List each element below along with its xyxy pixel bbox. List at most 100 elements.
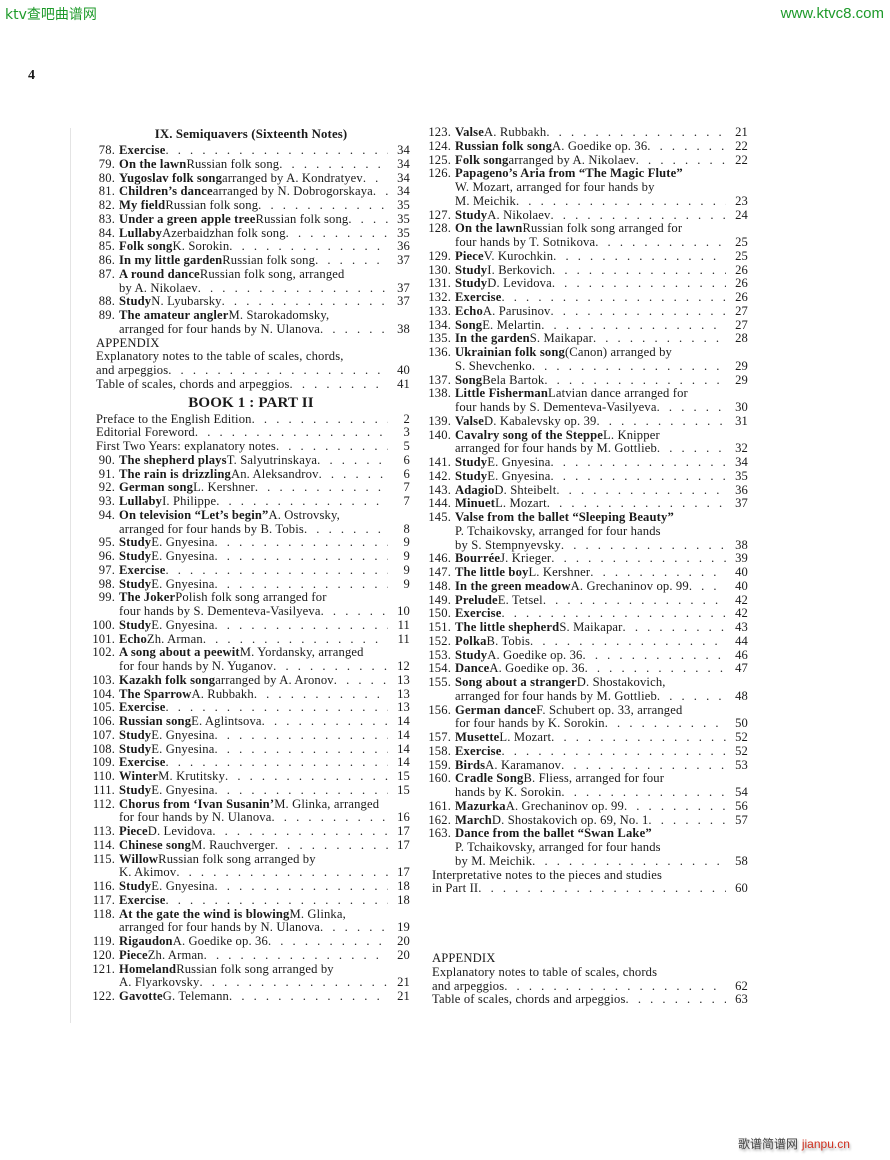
dot-leader — [624, 800, 726, 814]
entry-detail: four hands by S. Dementeva-Vasilyeva — [455, 401, 657, 414]
entry-detail: I. Philippe — [162, 495, 217, 508]
indent — [428, 786, 455, 800]
entry-title: Song — [455, 373, 483, 387]
page-ref: 5 — [403, 440, 410, 453]
entry-number: 89. — [98, 309, 115, 322]
page-ref: 34 — [397, 144, 410, 157]
entry-title: Rigaudon — [119, 935, 173, 948]
toc-entry: 145. Valse from the ballet “Sleeping Beau… — [428, 511, 748, 552]
page-ref: 35 — [397, 212, 410, 226]
toc-continuation-line: by S. Stempnyevsky 38 — [428, 539, 748, 553]
page-ref: 52 — [735, 731, 748, 744]
entry-number: 152. — [428, 634, 451, 648]
toc-line: 161. Mazurka A. Grechaninov op. 99 56 — [428, 800, 748, 814]
entry-number: 116. — [92, 880, 115, 893]
dot-leader — [530, 635, 726, 649]
entry-number: 140. — [428, 428, 451, 442]
toc-continuation-line: four hands by S. Dementeva-Vasilyeva 10 — [92, 605, 410, 619]
page-ref: 57 — [735, 813, 748, 827]
toc-line: 145. Valse from the ballet “Sleeping Beau… — [428, 511, 748, 525]
entry-detail: E. Aglintsova — [191, 715, 262, 728]
entry-title: Lullaby — [119, 495, 163, 508]
entry-detail: K. Akimov — [119, 866, 177, 880]
entry-detail: Zh. Arman — [146, 632, 203, 646]
entry-number: 143. — [428, 483, 451, 497]
entry-detail: V. Kurochkin — [483, 249, 554, 263]
entry-number: 120. — [92, 948, 115, 962]
toc-entry: 80. Yugoslav folk song arranged by A. Kon… — [92, 172, 410, 186]
entry-detail: D. Shteibelt — [494, 483, 557, 497]
page-ref: 63 — [735, 993, 748, 1007]
entry-title: Exercise — [455, 744, 502, 758]
toc-entry: 144. Minuet L. Mozart 37 — [428, 497, 748, 511]
indent — [428, 690, 455, 704]
dot-leader — [176, 866, 388, 880]
page-ref: 26 — [735, 291, 748, 304]
toc-continuation-line: for four hands by N. Ulanova 16 — [92, 811, 410, 825]
dot-leader — [532, 855, 726, 869]
page-ref: 14 — [397, 715, 410, 728]
entry-title: Study — [119, 880, 152, 893]
entry-detail: E. Gnyesina — [151, 742, 215, 756]
dot-leader — [279, 158, 388, 172]
page-ref: 42 — [735, 593, 748, 607]
entry-detail: E. Gnyesina — [151, 783, 215, 797]
entry-detail: A. Flyarkovsky — [119, 976, 200, 990]
toc-line: 99. The Joker Polish folk song arranged f… — [92, 591, 410, 605]
entry-title: Study — [455, 277, 488, 291]
toc-entry: 112. Chorus from ‘Ivan Susanin’ M. Glinka… — [92, 798, 410, 826]
entry-detail: P. Tchaikovsky, arranged for four hands — [455, 524, 661, 538]
toc-line: Table of scales, chords and arpeggios 41 — [92, 378, 410, 392]
entry-detail: D. Levidova — [487, 277, 552, 291]
toc-text: Table of scales, chords and arpeggios — [96, 377, 290, 391]
dot-leader — [547, 497, 726, 511]
toc-line: 90. The shepherd plays T. Salyutrinskaya 6 — [92, 454, 410, 468]
toc-plain-item: Interpretative notes to the pieces and s… — [428, 869, 748, 897]
toc-entry: 140. Cavalry song of the Steppe L. Knippe… — [428, 429, 748, 457]
entry-title: The little boy — [455, 566, 529, 579]
toc-plain-item: APPENDIX — [428, 952, 748, 966]
toc-entry: 83. Under a green apple tree Russian folk… — [92, 213, 410, 227]
dot-leader — [319, 468, 388, 482]
entry-title: Lullaby — [119, 226, 163, 240]
entry-number: 83. — [98, 212, 115, 226]
entry-title: Dance from the ballet “Swan Lake” — [455, 827, 652, 841]
entry-title: Homeland — [119, 962, 177, 976]
entry-detail: arranged by A. Nikolaev — [508, 153, 636, 167]
watermark-bottom-right: 歌谱简谱网 jianpu.cn — [738, 1135, 850, 1152]
page-ref: 9 — [403, 577, 410, 591]
toc-line: 109. Exercise 14 — [92, 756, 410, 770]
toc-text: Explanatory notes to table of scales, ch… — [432, 965, 658, 979]
dot-leader — [255, 481, 388, 495]
entry-title: Folk song — [119, 240, 173, 254]
dot-leader — [165, 564, 388, 578]
entry-title: Exercise — [119, 144, 166, 157]
entry-detail: for four hands by N. Ulanova — [119, 811, 272, 825]
dot-leader — [550, 209, 726, 223]
indent — [92, 866, 119, 880]
entry-detail: for four hands by K. Sorokin — [455, 717, 605, 731]
indent — [92, 976, 119, 990]
entry-title: In my little garden — [119, 254, 223, 267]
entry-number: 127. — [428, 208, 451, 222]
toc-line: 125. Folk song arranged by A. Nikolaev 22 — [428, 154, 748, 168]
entry-number: 132. — [428, 291, 451, 304]
entry-title: German song — [119, 481, 194, 495]
entry-title: Adagio — [455, 483, 495, 497]
entry-number: 137. — [428, 373, 451, 387]
toc-entry: 102. A song about a peewit M. Yordansky, … — [92, 646, 410, 674]
toc-entry: 109. Exercise 14 — [92, 756, 410, 770]
page-ref: 40 — [735, 579, 748, 593]
entry-number: 86. — [98, 254, 115, 267]
toc-text: Preface to the English Edition — [96, 412, 252, 426]
entry-detail: A. Grechaninov op. 99 — [570, 579, 689, 593]
dot-leader — [290, 378, 388, 392]
toc-entry: 159. Birds A. Karamanov 53 — [428, 759, 748, 773]
toc-entry: 149. Prelude E. Tetsel 42 — [428, 594, 748, 608]
entry-detail: Russian folk song — [165, 199, 259, 212]
entry-detail: W. Mozart, arranged for four hands by — [455, 181, 655, 194]
indent — [428, 717, 455, 731]
entry-number: 115. — [92, 852, 115, 866]
toc-line: 142. Study E. Gnyesina 35 — [428, 470, 748, 484]
entry-detail: Russian folk song arranged by — [176, 962, 334, 976]
